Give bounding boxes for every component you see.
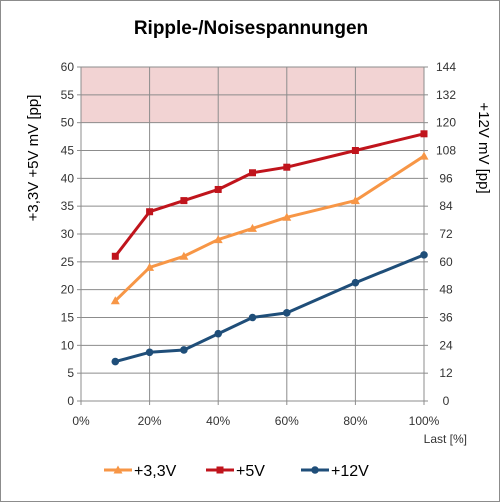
x-axis: 0% 20% 40% 60% 80% 100% bbox=[72, 66, 440, 428]
right-tick-label: 144 bbox=[436, 60, 456, 74]
right-tick-label: 60 bbox=[439, 255, 453, 269]
right-tick-label: 24 bbox=[439, 338, 453, 352]
right-tick-label: 36 bbox=[439, 311, 453, 325]
data-point-3-3v bbox=[419, 151, 429, 160]
data-point-3-3v bbox=[248, 223, 257, 232]
right-tick-label: 84 bbox=[439, 199, 453, 213]
series-layer bbox=[110, 130, 429, 366]
left-tick-label: 55 bbox=[61, 88, 75, 102]
data-point-3-3v bbox=[213, 235, 223, 244]
left-axis: 0 5 10 15 20 25 30 35 40 45 50 55 60 bbox=[61, 60, 82, 408]
x-axis-title: Last [%] bbox=[424, 432, 467, 446]
data-point-12v bbox=[351, 278, 360, 287]
left-tick-label: 45 bbox=[61, 144, 75, 158]
data-point-5v bbox=[214, 185, 222, 193]
data-point-12v bbox=[214, 329, 222, 338]
data-point-3-3v bbox=[110, 296, 120, 305]
right-tick-label: 12 bbox=[439, 366, 453, 380]
x-tick-label: 0% bbox=[72, 414, 90, 428]
left-tick-label: 60 bbox=[61, 60, 75, 74]
data-point-3-3v bbox=[350, 196, 360, 205]
series-5v bbox=[111, 130, 428, 260]
gridlines bbox=[81, 66, 425, 401]
data-point-12v bbox=[420, 251, 428, 259]
legend-marker-3-3v bbox=[113, 465, 123, 474]
left-tick-label: 15 bbox=[61, 311, 75, 325]
series-3-3v bbox=[110, 151, 429, 305]
legend-label-12v: +12V bbox=[331, 463, 369, 480]
left-tick-label: 20 bbox=[61, 283, 75, 297]
right-tick-label: 132 bbox=[436, 88, 456, 102]
chart-title: Ripple-/Noisespannungen bbox=[134, 18, 368, 39]
right-tick-label: 72 bbox=[439, 227, 453, 241]
data-point-5v bbox=[249, 169, 256, 177]
right-tick-label: 48 bbox=[439, 283, 453, 297]
data-point-12v bbox=[283, 309, 291, 317]
right-tick-label: 0 bbox=[443, 394, 450, 408]
x-tick-label: 60% bbox=[275, 414, 299, 428]
data-point-3-3v bbox=[179, 251, 189, 260]
data-point-3-3v bbox=[282, 212, 292, 221]
data-point-3-3v bbox=[145, 262, 155, 271]
x-tick-label: 100% bbox=[409, 414, 440, 428]
left-tick-label: 50 bbox=[61, 116, 75, 130]
data-point-5v bbox=[111, 252, 119, 260]
series-line-5v bbox=[114, 132, 425, 258]
left-tick-label: 30 bbox=[61, 227, 75, 241]
legend-marker-5v bbox=[216, 466, 224, 474]
series-line-3-3v bbox=[114, 154, 425, 302]
legend-marker-12v bbox=[311, 466, 319, 474]
series-12v bbox=[111, 251, 428, 366]
right-tick-label: 120 bbox=[436, 116, 456, 130]
left-tick-label: 35 bbox=[61, 199, 75, 213]
data-point-12v bbox=[248, 313, 257, 322]
data-point-5v bbox=[146, 208, 154, 216]
legend: +3,3V +5V +12V bbox=[104, 463, 369, 480]
left-tick-label: 0 bbox=[67, 394, 74, 408]
left-tick-label: 5 bbox=[67, 366, 74, 380]
x-tick-label: 20% bbox=[138, 414, 162, 428]
data-point-5v bbox=[420, 130, 428, 138]
left-axis-title: +3,3V +5V mV [pp] bbox=[25, 95, 42, 222]
x-tick-label: 40% bbox=[206, 414, 230, 428]
legend-label-3-3v: +3,3V bbox=[134, 463, 177, 480]
right-tick-label: 108 bbox=[436, 144, 456, 158]
data-point-12v bbox=[111, 357, 120, 366]
data-point-12v bbox=[180, 346, 188, 354]
data-point-12v bbox=[145, 348, 154, 357]
series-line-12v bbox=[114, 253, 425, 364]
data-point-5v bbox=[283, 163, 291, 171]
x-tick-label: 80% bbox=[343, 414, 367, 428]
data-point-5v bbox=[351, 147, 359, 154]
left-tick-label: 25 bbox=[61, 255, 75, 269]
right-axis: 0 12 24 36 48 60 72 84 96 108 120 132 144 bbox=[423, 60, 456, 408]
legend-label-5v: +5V bbox=[236, 463, 265, 480]
data-point-5v bbox=[180, 197, 188, 205]
left-tick-label: 10 bbox=[61, 338, 75, 352]
left-tick-label: 40 bbox=[61, 171, 75, 185]
right-tick-label: 96 bbox=[439, 171, 453, 185]
right-axis-title: +12V mV [pp] bbox=[475, 102, 492, 193]
